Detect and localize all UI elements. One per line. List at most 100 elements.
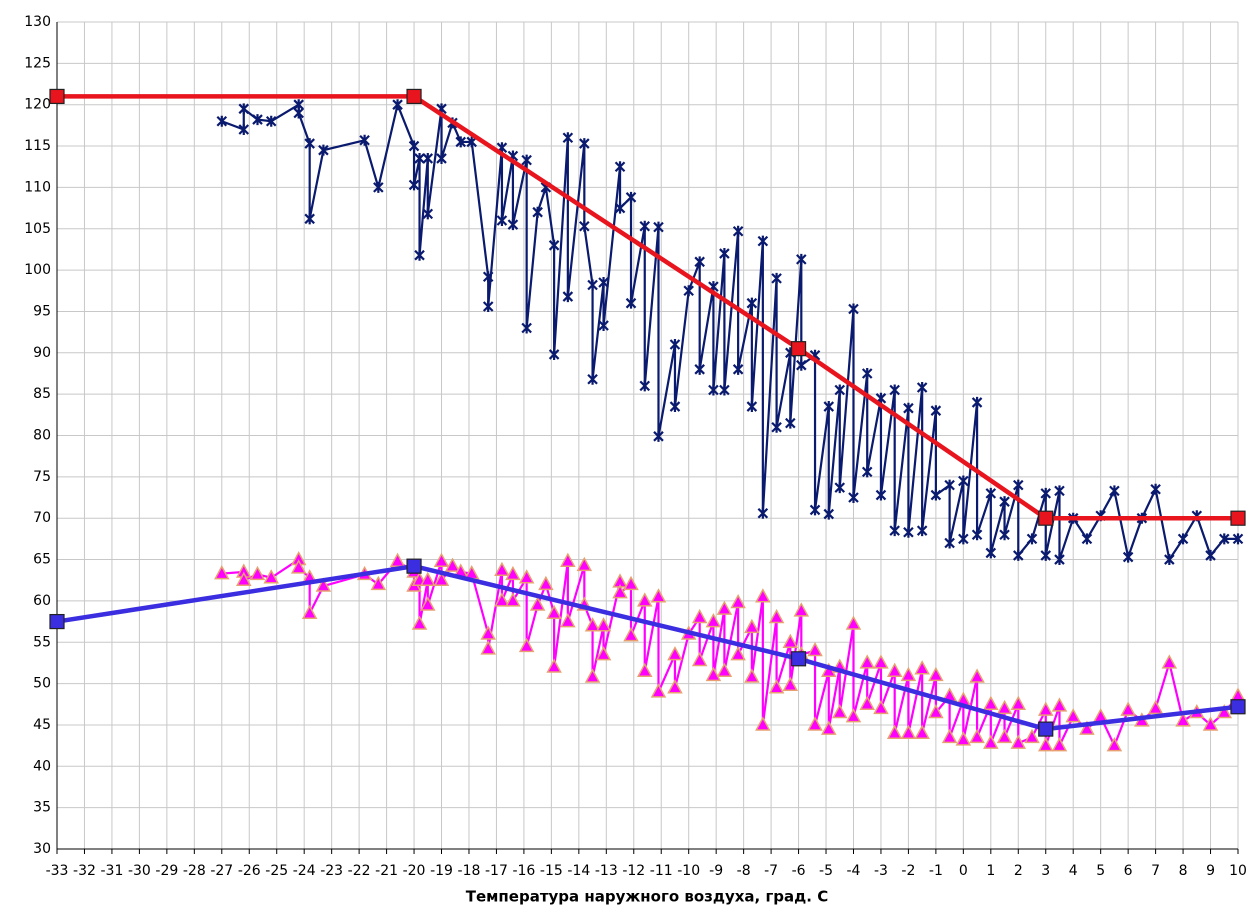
- point: [315, 577, 332, 592]
- point: [669, 339, 681, 351]
- x-tick-label: -10: [677, 863, 700, 879]
- point: [719, 384, 730, 396]
- series: [214, 550, 1246, 752]
- point: [823, 508, 835, 520]
- point: [392, 99, 403, 111]
- point: [529, 596, 546, 611]
- y-tick-label: 95: [33, 303, 51, 319]
- point: [958, 475, 969, 487]
- point: [1051, 697, 1068, 712]
- y-tick-label: 50: [33, 676, 51, 692]
- point: [768, 608, 785, 624]
- point: [1164, 554, 1175, 566]
- point: [744, 618, 760, 634]
- series: [216, 99, 1244, 566]
- point: [420, 571, 436, 586]
- point: [538, 575, 554, 591]
- x-tick-label: -23: [320, 863, 343, 879]
- point: [1177, 533, 1189, 545]
- point: [683, 285, 694, 297]
- x-tick-label: -30: [128, 863, 151, 879]
- point: [1202, 716, 1219, 731]
- y-tick-label: 130: [24, 14, 51, 30]
- x-tick-label: -22: [348, 863, 371, 879]
- point: [411, 615, 428, 630]
- point: [809, 504, 821, 516]
- point: [304, 213, 315, 225]
- point: [861, 367, 873, 379]
- point: [623, 575, 639, 591]
- point: [265, 115, 277, 127]
- point: [757, 235, 769, 247]
- point: [653, 430, 664, 442]
- point: [732, 225, 744, 237]
- point: [373, 181, 384, 193]
- point: [971, 529, 983, 541]
- point: [482, 271, 494, 283]
- point: [406, 88, 422, 105]
- point: [859, 695, 875, 711]
- point: [653, 221, 664, 233]
- point: [1216, 703, 1233, 719]
- point: [505, 592, 521, 607]
- y-tick-label: 120: [24, 97, 51, 113]
- point: [562, 132, 574, 144]
- point: [560, 552, 576, 567]
- point: [1051, 737, 1068, 752]
- point: [507, 219, 519, 231]
- y-tick-label: 100: [24, 262, 51, 278]
- point: [667, 646, 683, 661]
- point: [414, 249, 425, 261]
- point: [301, 604, 318, 620]
- x-tick-label: 3: [1041, 863, 1050, 879]
- x-tick-label: 9: [1206, 863, 1215, 879]
- point: [1054, 485, 1065, 497]
- y-tick-label: 90: [33, 345, 51, 361]
- point: [1092, 708, 1109, 723]
- point: [916, 525, 928, 537]
- point: [889, 384, 900, 396]
- y-tick-label: 70: [33, 510, 51, 526]
- point: [796, 359, 807, 371]
- point: [595, 646, 612, 661]
- point: [873, 699, 889, 715]
- x-tick-label: -13: [595, 863, 618, 879]
- point: [494, 561, 510, 577]
- point: [420, 596, 436, 611]
- point: [694, 256, 705, 268]
- point: [521, 322, 532, 334]
- point: [971, 396, 983, 408]
- x-tick-label: -6: [792, 863, 806, 879]
- point: [1230, 510, 1246, 526]
- y-tick-label: 45: [33, 717, 51, 733]
- point: [955, 731, 972, 746]
- x-tick-label: 1: [986, 863, 995, 879]
- x-tick-label: -28: [183, 863, 206, 879]
- point: [732, 363, 744, 375]
- point: [518, 637, 535, 653]
- point: [807, 641, 823, 657]
- point: [999, 496, 1010, 508]
- point: [873, 654, 889, 669]
- x-tick-label: -16: [512, 863, 535, 879]
- point: [548, 348, 560, 360]
- point: [532, 206, 543, 218]
- x-tick-label: -2: [901, 863, 915, 879]
- y-tick-label: 60: [33, 593, 51, 609]
- point: [996, 728, 1013, 744]
- point: [1040, 549, 1052, 561]
- point: [436, 152, 447, 164]
- point: [238, 103, 250, 115]
- point: [548, 239, 560, 251]
- point: [900, 666, 917, 682]
- x-tick-label: -5: [819, 863, 833, 879]
- point: [848, 303, 859, 315]
- x-tick-label: -1: [929, 863, 943, 879]
- point: [1054, 554, 1065, 566]
- x-tick-label: -20: [403, 863, 426, 879]
- point: [518, 569, 535, 584]
- x-tick-label: -17: [485, 863, 508, 879]
- x-tick-label: -8: [737, 863, 751, 879]
- point: [807, 716, 823, 731]
